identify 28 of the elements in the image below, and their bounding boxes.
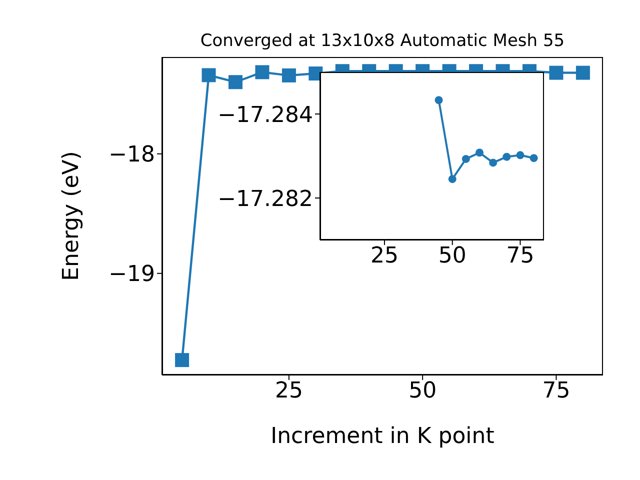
point xyxy=(462,154,470,163)
point xyxy=(282,68,296,82)
point xyxy=(489,158,498,167)
y-axis-title: Energy (eV) xyxy=(59,151,84,281)
point xyxy=(516,151,524,160)
point xyxy=(448,175,456,184)
x-tick-label: 50 xyxy=(438,244,466,269)
point xyxy=(228,75,242,90)
point xyxy=(255,65,270,80)
x-tick-label: 25 xyxy=(274,378,303,404)
x-tick-label: 25 xyxy=(370,244,398,269)
point xyxy=(476,148,484,157)
y-tick-label: −19 xyxy=(108,262,155,288)
point xyxy=(202,68,216,82)
x-tick-label: 75 xyxy=(542,378,570,404)
y-tick-label: −17.282 xyxy=(218,186,313,212)
x-tick-label: 50 xyxy=(408,378,437,404)
point xyxy=(530,154,538,162)
chart-title: Converged at 13x10x8 Automatic Mesh 55 xyxy=(199,31,566,51)
point xyxy=(175,353,190,368)
y-tick-label: −18 xyxy=(108,142,155,168)
y-tick-label: −17.284 xyxy=(218,102,313,128)
point xyxy=(549,66,564,80)
x-axis-title: Increment in K point xyxy=(270,424,495,449)
x-tick-label: 75 xyxy=(506,244,534,269)
point xyxy=(434,96,443,104)
point xyxy=(502,152,511,161)
point xyxy=(576,66,590,80)
